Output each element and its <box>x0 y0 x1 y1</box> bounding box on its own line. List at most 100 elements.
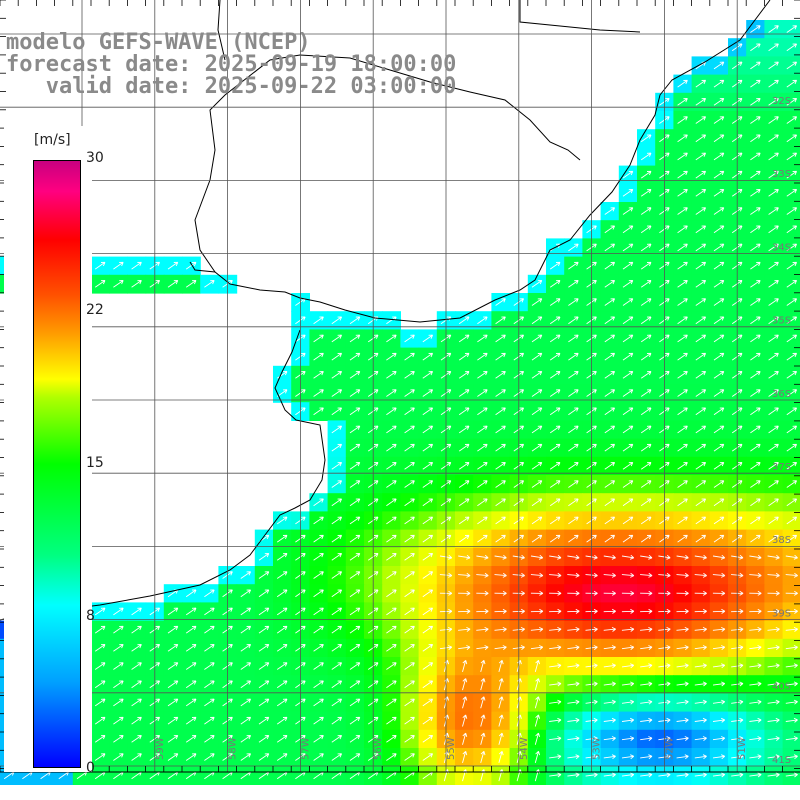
wind-arrow <box>422 334 434 343</box>
wind-arrow <box>677 79 688 88</box>
wind-arrow <box>677 170 688 179</box>
wind-arrow <box>713 316 725 325</box>
wind-arrow <box>549 316 561 325</box>
wind-arrow <box>498 659 504 673</box>
wind-arrow <box>349 662 361 670</box>
coastline-argentina <box>0 329 326 621</box>
wind-arrow <box>712 736 726 741</box>
border-uruguay <box>194 54 581 273</box>
border-west <box>217 0 226 61</box>
wind-arrow <box>404 462 415 470</box>
longitude-label: 55W <box>446 737 457 760</box>
wind-arrow <box>167 644 179 652</box>
wind-arrow <box>349 407 361 416</box>
wind-arrow <box>240 753 252 761</box>
wind-arrow <box>185 735 197 743</box>
wind-arrow <box>458 554 471 560</box>
wind-arrow <box>386 516 397 525</box>
wind-arrow <box>713 152 725 161</box>
wind-arrow <box>349 443 361 452</box>
wind-arrow <box>185 680 197 689</box>
wind-arrow <box>549 699 562 705</box>
wind-arrow <box>94 261 106 270</box>
wind-arrow <box>331 443 343 452</box>
wind-arrow <box>113 607 124 616</box>
wind-arrow <box>750 389 761 397</box>
wind-arrow <box>549 498 561 507</box>
wind-arrow <box>167 753 179 761</box>
wind-arrow <box>549 443 561 452</box>
wind-arrow <box>240 644 252 652</box>
wind-arrow <box>621 626 635 632</box>
wind-arrow <box>462 750 468 764</box>
wind-arrow <box>750 480 761 488</box>
wind-arrow <box>495 425 506 434</box>
wind-arrow <box>549 298 561 306</box>
wind-arrow <box>331 407 343 416</box>
wind-arrow <box>621 608 635 614</box>
wind-arrow <box>768 498 779 507</box>
wind-arrow <box>458 425 470 434</box>
wind-arrow <box>603 554 616 560</box>
wind-arrow <box>768 25 779 33</box>
wind-arrow <box>531 480 543 488</box>
wind-arrow <box>603 772 616 778</box>
wind-arrow <box>313 534 324 543</box>
wind-arrow <box>167 698 179 707</box>
wind-arrow <box>404 425 415 434</box>
wind-arrow <box>404 589 415 598</box>
wind-arrow <box>768 170 779 179</box>
wind-arrow <box>185 625 197 634</box>
wind-arrow <box>494 608 507 614</box>
wind-arrow <box>768 280 779 288</box>
wind-arrow <box>495 443 506 452</box>
wind-arrow <box>713 79 725 88</box>
wind-arrow <box>695 480 707 488</box>
wind-arrow <box>768 425 779 434</box>
wind-arrow <box>204 735 215 743</box>
wind-arrow <box>331 644 343 652</box>
wind-arrow <box>477 425 488 434</box>
wind-arrow <box>695 189 707 197</box>
wind-arrow <box>712 663 726 669</box>
wind-arrow <box>549 534 561 543</box>
wind-arrow <box>167 662 179 670</box>
wind-arrow <box>549 280 561 288</box>
wind-arrow <box>713 116 725 124</box>
wind-arrow <box>767 608 780 614</box>
wind-arrow <box>750 61 761 70</box>
wind-arrow <box>349 389 361 397</box>
wind-arrow <box>113 716 124 725</box>
wind-arrow <box>640 352 652 361</box>
wind-arrow <box>462 714 468 727</box>
wind-arrow <box>640 152 652 161</box>
wind-arrow <box>695 316 707 325</box>
wind-arrow <box>94 280 106 288</box>
wind-arrow <box>694 590 707 596</box>
wind-arrow <box>768 61 779 70</box>
latitude-label: 38S <box>772 535 791 546</box>
wind-arrow <box>749 554 762 560</box>
wind-arrow <box>386 680 397 689</box>
wind-arrow <box>677 371 688 379</box>
wind-arrow <box>94 735 106 743</box>
wind-arrow <box>603 717 616 723</box>
wind-arrow <box>713 516 725 525</box>
wind-arrow <box>568 534 579 543</box>
wind-arrow <box>404 498 415 507</box>
wind-arrow <box>694 717 707 723</box>
wind-arrow <box>462 678 468 691</box>
wind-arrow <box>531 389 543 397</box>
wind-arrow <box>622 207 634 215</box>
wind-arrow <box>495 371 506 379</box>
wind-arrow <box>750 43 761 52</box>
wind-arrow <box>676 626 689 632</box>
wind-arrow <box>677 225 688 234</box>
wind-arrow <box>549 626 562 632</box>
wind-arrow <box>749 663 762 669</box>
wind-arrow <box>422 425 434 434</box>
wind-arrow <box>404 716 415 725</box>
wind-arrow <box>462 696 468 709</box>
wind-arrow <box>640 225 652 234</box>
